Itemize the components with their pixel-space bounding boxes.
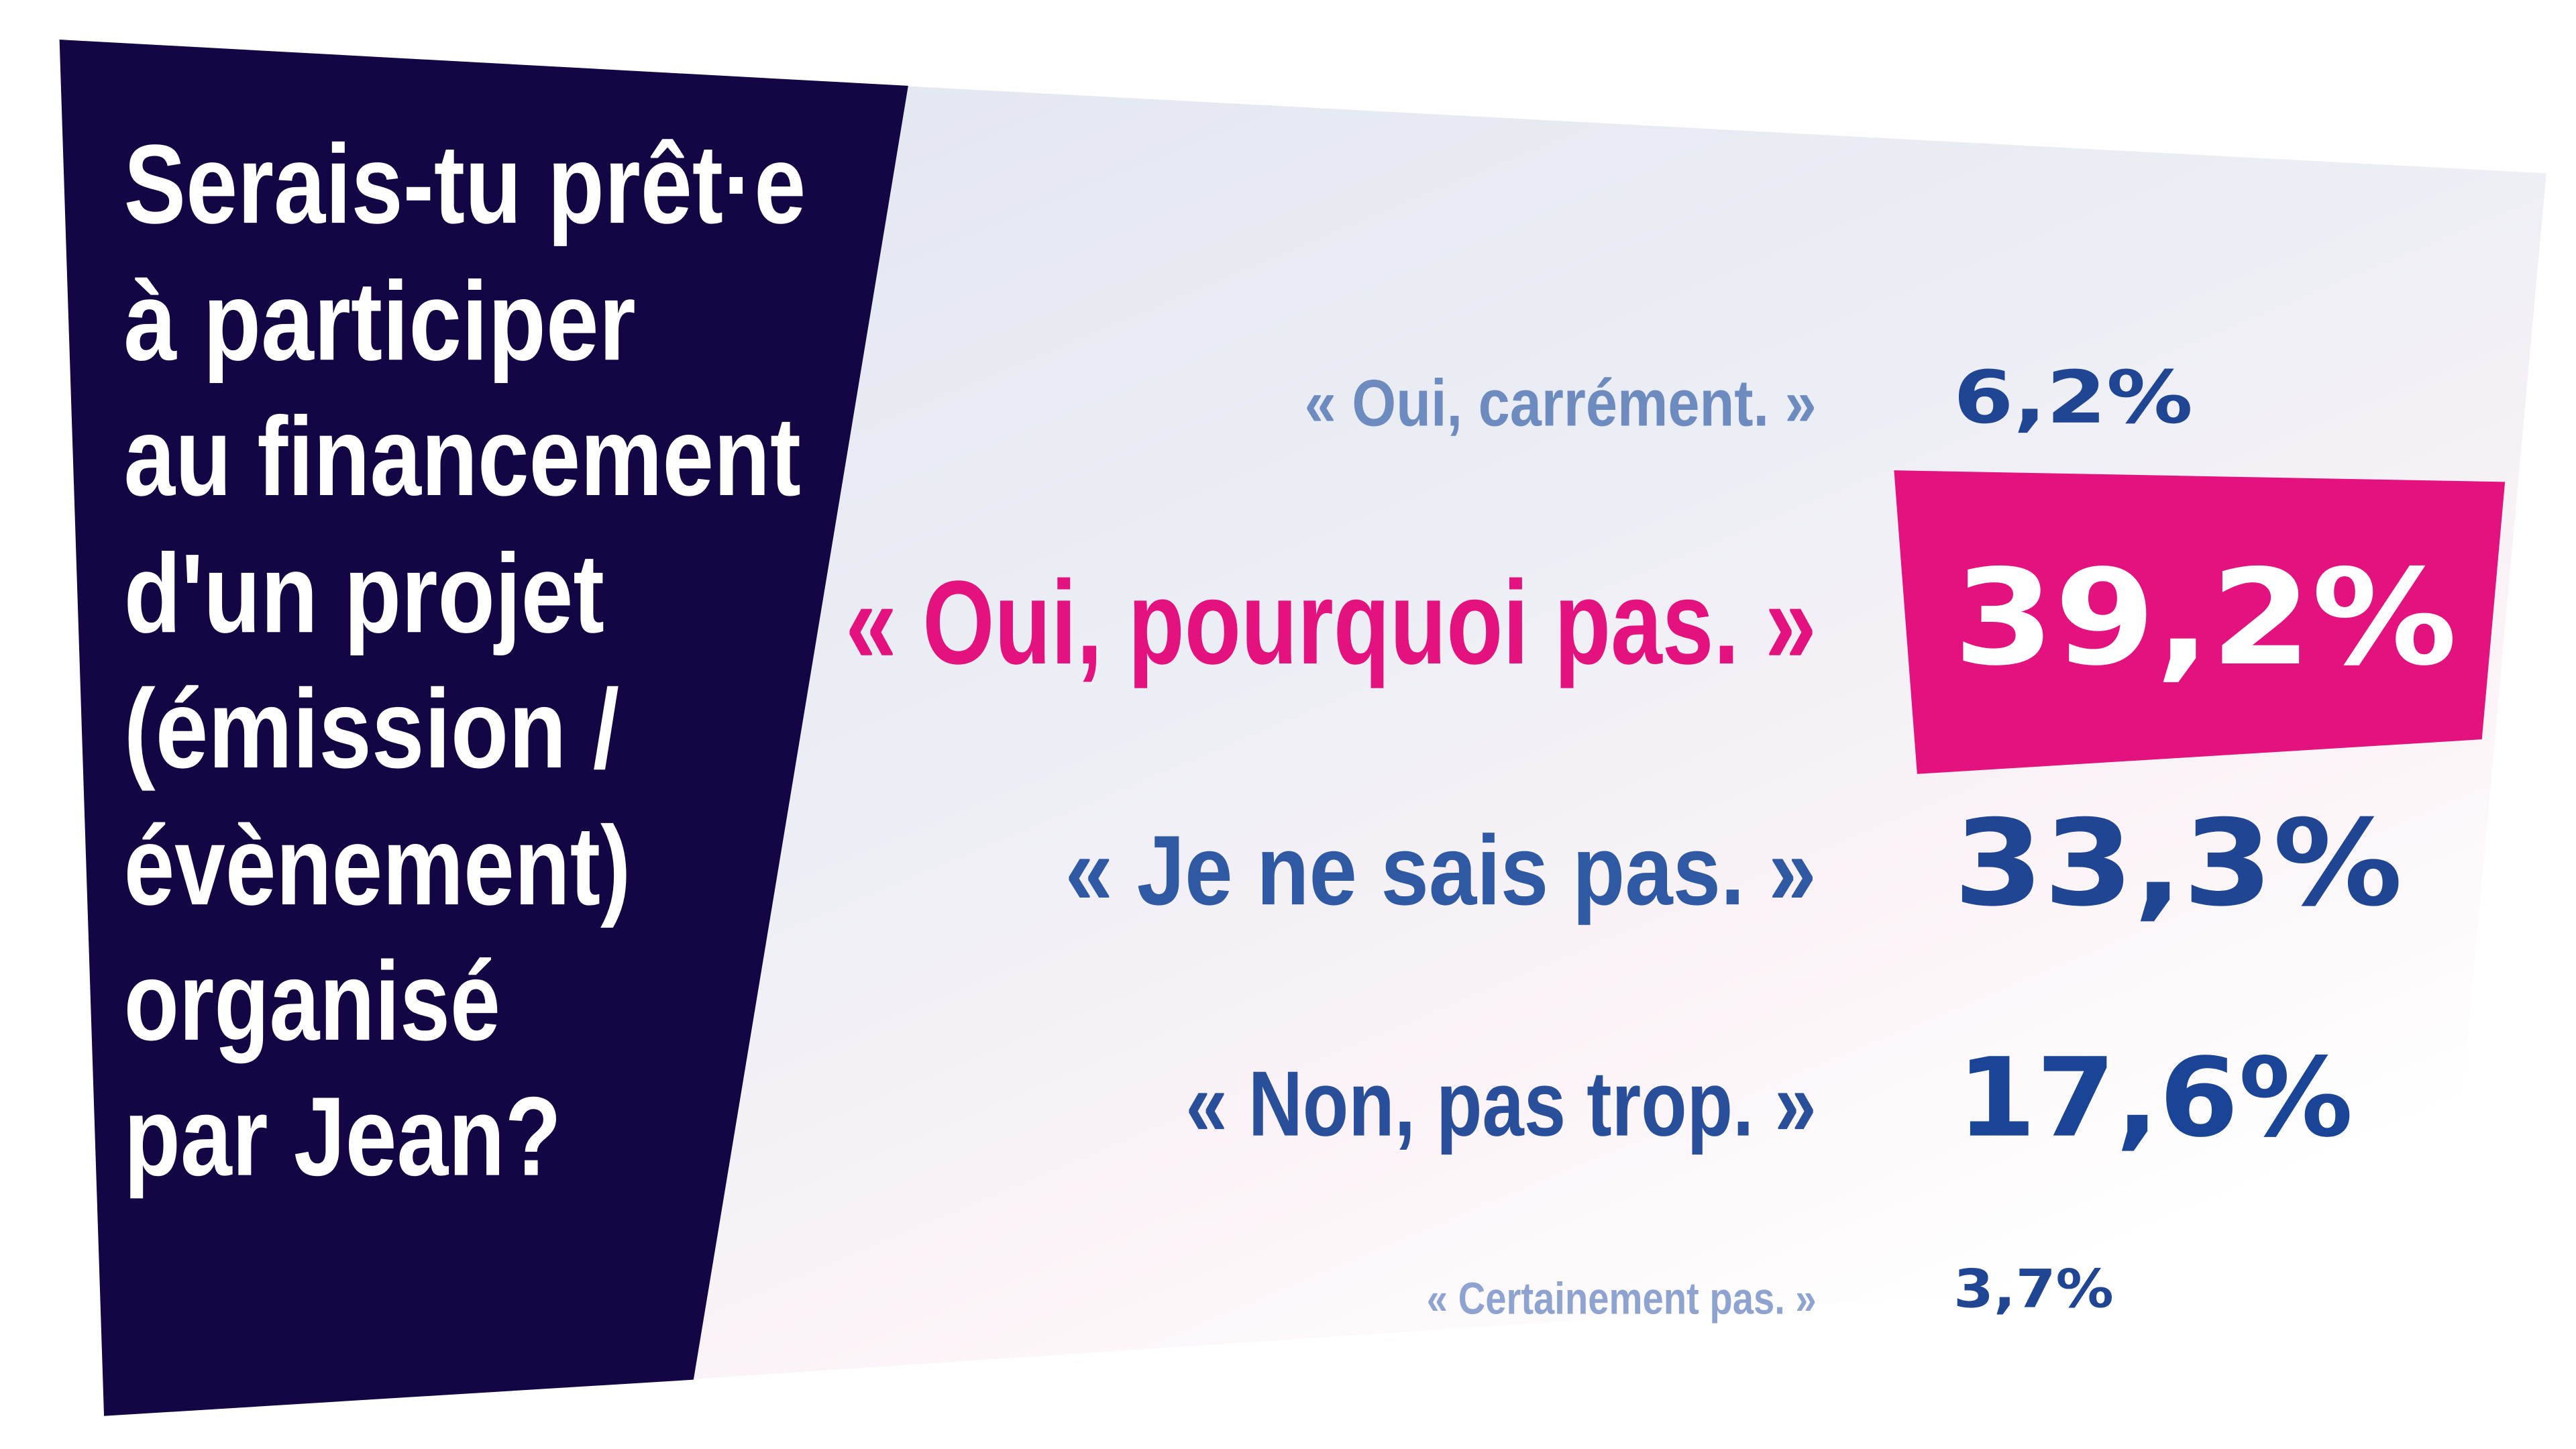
answer-label: « Je ne sais pas. »	[1065, 815, 1817, 926]
question-text: Serais-tu prêt·e à participer au finance…	[124, 122, 806, 1199]
question-line: au financement	[124, 394, 801, 519]
question-line: Serais-tu prêt·e	[124, 122, 806, 247]
answer-percent: 3,7%	[1953, 1258, 2114, 1320]
answer-label: « Oui, pourquoi pas. »	[845, 556, 1816, 689]
answer-percent: 17,6%	[1957, 1035, 2353, 1162]
question-line: (émission /	[124, 667, 619, 792]
answer-percent: 6,2%	[1953, 356, 2193, 440]
answer-list: « Oui, carrément. » 6,2% « Oui, pourquoi…	[845, 356, 2457, 1324]
question-line: par Jean?	[124, 1075, 561, 1199]
question-line: organisé	[124, 939, 500, 1064]
question-line: d'un projet	[124, 531, 604, 656]
question-line: à participer	[124, 259, 636, 384]
answer-percent: 33,3%	[1953, 794, 2403, 932]
answer-percent: 39,2%	[1953, 541, 2457, 695]
highlight-box	[1894, 470, 2506, 774]
question-panel	[59, 40, 908, 1416]
answer-label: « Non, pas trop. »	[1185, 1053, 1816, 1156]
question-line: évènement)	[124, 804, 631, 928]
answers-panel	[685, 85, 2546, 1380]
answer-label: « Certainement pas. »	[1427, 1274, 1817, 1324]
answer-label: « Oui, carrément. »	[1305, 366, 1817, 440]
